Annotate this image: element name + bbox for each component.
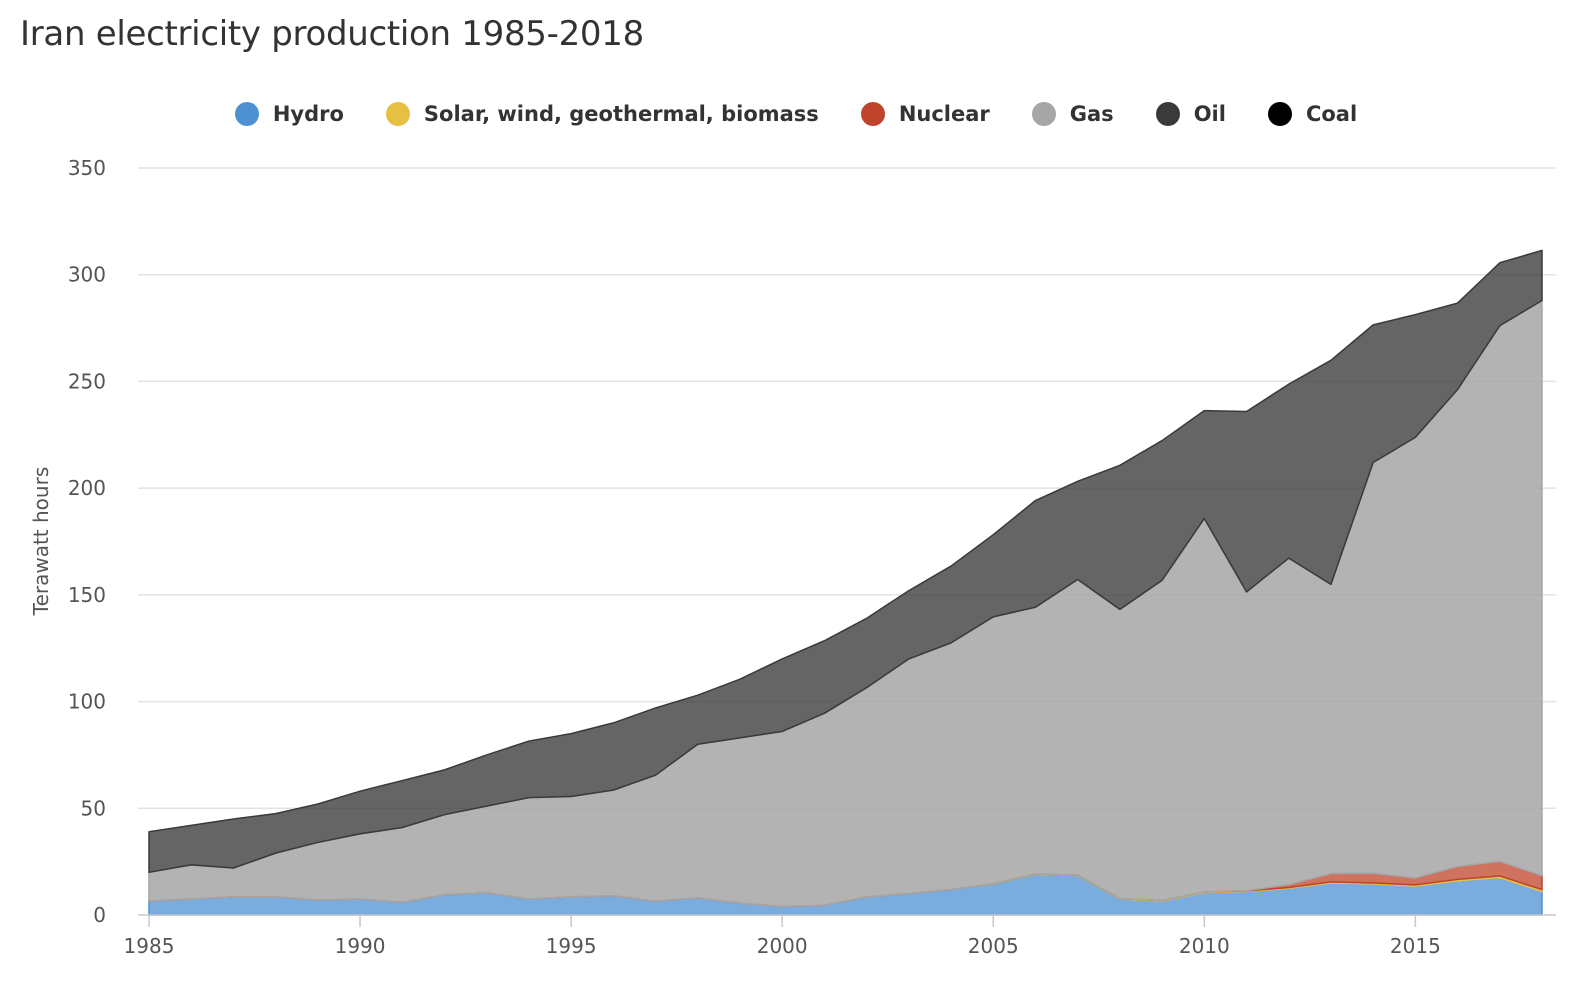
y-axis-label: Terawatt hours — [29, 467, 53, 617]
x-tick-label: 2005 — [968, 934, 1019, 958]
y-tick-label: 0 — [93, 903, 106, 927]
x-tick-label: 2010 — [1179, 934, 1230, 958]
area-series-oil[interactable] — [148, 249, 1543, 874]
legend-item-nuclear[interactable]: Nuclear — [860, 102, 990, 126]
y-tick-label: 100 — [68, 690, 106, 714]
area-layer — [148, 249, 1543, 916]
x-tick-label: 2015 — [1390, 934, 1441, 958]
legend-item-gas[interactable]: Gas — [1031, 102, 1114, 126]
y-tick-label: 150 — [68, 583, 106, 607]
legend-swatch-gas — [1031, 102, 1056, 126]
legend-swatch-oil — [1155, 102, 1180, 126]
legend-item-coal[interactable]: Coal — [1267, 102, 1358, 126]
chart-title: Iran electricity production 1985-2018 — [20, 14, 644, 54]
legend-swatch-hydro — [234, 102, 259, 126]
y-tick-label: 350 — [68, 156, 106, 180]
legend-label-coal: Coal — [1305, 102, 1358, 126]
legend-label-nuclear: Nuclear — [898, 102, 990, 126]
chart-legend: Hydro Solar, wind, geothermal, biomass N… — [0, 102, 1592, 126]
x-tick-label: 2000 — [757, 934, 808, 958]
legend-label-oil: Oil — [1193, 102, 1226, 126]
legend-item-hydro[interactable]: Hydro — [234, 102, 344, 126]
x-tick-label: 1985 — [124, 934, 175, 958]
x-tick-label: 1995 — [546, 934, 597, 958]
y-tick-label: 300 — [68, 263, 106, 287]
y-tick-label: 50 — [81, 796, 106, 820]
legend-label-gas: Gas — [1069, 102, 1114, 126]
y-tick-label: 200 — [68, 476, 106, 500]
legend-swatch-coal — [1267, 102, 1292, 126]
legend-item-renewables[interactable]: Solar, wind, geothermal, biomass — [385, 102, 819, 126]
y-tick-label: 250 — [68, 369, 106, 393]
legend-swatch-renewables — [385, 102, 410, 126]
axis-layer: 0 50 100 150 200 250 300 350 1985 1990 1995 2000 200… — [68, 156, 1556, 958]
x-tick-label: 1990 — [335, 934, 386, 958]
legend-label-renewables: Solar, wind, geothermal, biomass — [423, 102, 819, 126]
legend-label-hydro: Hydro — [272, 102, 344, 126]
legend-item-oil[interactable]: Oil — [1155, 102, 1226, 126]
legend-swatch-nuclear — [860, 102, 885, 126]
